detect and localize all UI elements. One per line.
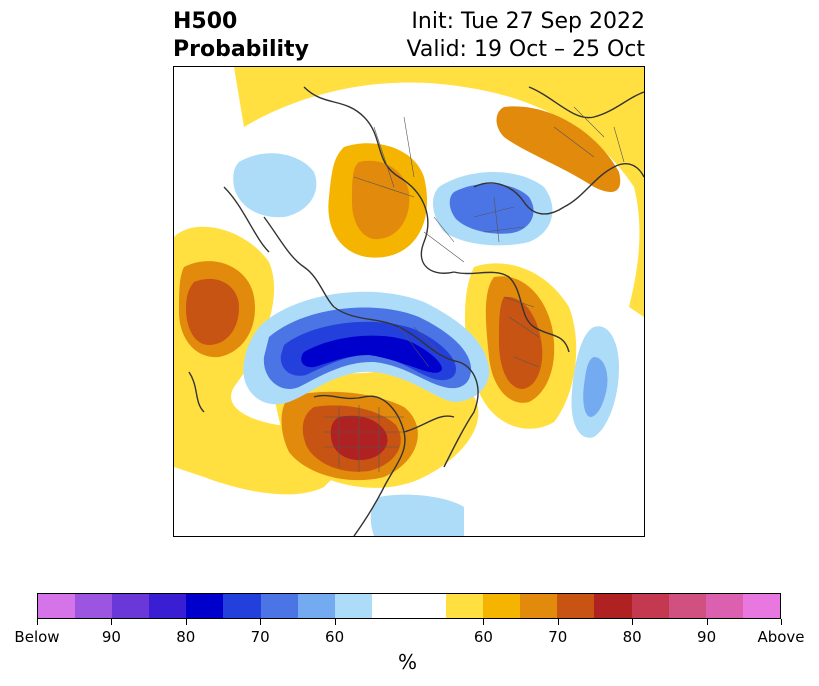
colorbar-tick	[632, 619, 634, 625]
colorbar-tick	[706, 619, 708, 625]
colorbar-tick-label: 60	[473, 628, 493, 646]
colorbar-segment	[483, 594, 521, 618]
colorbar-tick-label: 70	[250, 628, 270, 646]
colorbar-segment	[631, 594, 669, 618]
title-variable: H500	[173, 9, 238, 34]
colorbar-tick-label: Below	[14, 628, 60, 646]
colorbar-tick	[781, 619, 782, 625]
title-valid-range: Valid: 19 Oct – 25 Oct	[406, 37, 645, 62]
anomaly-above-80-europe	[499, 296, 543, 389]
colorbar-tick	[260, 619, 262, 625]
colorbar-segment	[223, 594, 261, 618]
colorbar-segment	[446, 594, 484, 618]
anomaly-above-80-left	[186, 278, 239, 345]
colorbar-segment	[705, 594, 743, 618]
colorbar-segment	[594, 594, 632, 618]
colorbar-tick	[185, 619, 187, 625]
anomaly-below-60-west	[233, 153, 317, 218]
colorbar-segment	[260, 594, 298, 618]
colorbar-segment	[149, 594, 187, 618]
colorbar-segment	[186, 594, 224, 618]
anomaly-below-60-pacific	[370, 494, 464, 536]
anomaly-below-70-east	[583, 357, 608, 417]
polar-map	[173, 66, 645, 537]
probability-map-svg	[174, 67, 644, 536]
colorbar-segment	[742, 594, 780, 618]
colorbar-segment	[334, 594, 372, 618]
colorbar-tick	[483, 619, 485, 625]
colorbar-tick-label: 80	[622, 628, 642, 646]
title-init-date: Init: Tue 27 Sep 2022	[411, 9, 645, 34]
chart-title-right: Init: Tue 27 Sep 2022 Valid: 19 Oct – 25…	[407, 8, 645, 64]
anomaly-above-60-top	[234, 67, 644, 317]
colorbar-tick-label: Above	[757, 628, 805, 646]
anomaly-above-70-top	[496, 106, 621, 192]
anomaly-below-90-arctic	[301, 335, 442, 373]
anomaly-below-70-scandinavia	[449, 183, 534, 234]
colorbar-segment	[297, 594, 335, 618]
title-product: Probability	[173, 37, 309, 62]
colorbar-segment	[557, 594, 595, 618]
coastlines	[188, 86, 644, 536]
colorbar-tick	[37, 619, 38, 625]
colorbar-tick	[334, 619, 336, 625]
colorbar-tick-label: 90	[697, 628, 717, 646]
colorbar-tick-label: 60	[325, 628, 345, 646]
colorbar	[37, 593, 781, 619]
colorbar-segment	[668, 594, 706, 618]
colorbar-tick-label: 80	[176, 628, 196, 646]
colorbar-tick	[557, 619, 559, 625]
colorbar-tick	[111, 619, 113, 625]
chart-title-left: H500 Probability	[173, 8, 309, 64]
colorbar-segment	[112, 594, 150, 618]
colorbar-segment	[371, 594, 447, 618]
colorbar-tick-label: 70	[548, 628, 568, 646]
colorbar-segment	[75, 594, 113, 618]
colorbar-segment	[38, 594, 76, 618]
colorbar-unit-label: %	[398, 650, 418, 674]
country-borders	[324, 106, 625, 472]
colorbar-tick-label: 90	[101, 628, 121, 646]
colorbar-segment	[520, 594, 558, 618]
anomaly-above-70-siberia	[352, 160, 410, 240]
